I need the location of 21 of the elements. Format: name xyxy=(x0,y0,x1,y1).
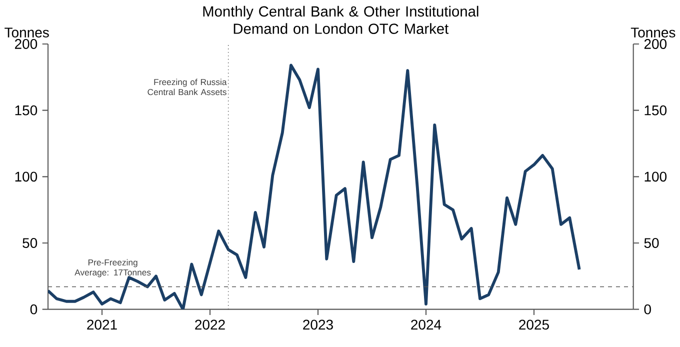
x-tick-label: 2022 xyxy=(195,320,225,330)
y2-tick-label: 100 xyxy=(644,172,667,182)
chart-title: Monthly Central Bank & Other Institutional Demand on London OTC Market xyxy=(203,6,478,34)
y-tick-label: 50 xyxy=(22,238,38,248)
x-tick-label: 2021 xyxy=(87,320,117,330)
y-axis-title: Tonnes xyxy=(4,28,49,38)
line-series xyxy=(48,64,581,310)
y-tick-label: 0 xyxy=(30,304,38,314)
y2-tick-label: 150 xyxy=(644,106,667,116)
x-tick-label: 2024 xyxy=(411,320,442,330)
y2-tick-label: 200 xyxy=(644,39,667,50)
y-tick-label: 100 xyxy=(15,172,38,182)
y2-axis-title: Tonnes xyxy=(630,28,676,38)
x-tick-label: 2025 xyxy=(519,320,549,330)
ref-line-label: Pre-Freezing Average: 17Tonnes xyxy=(74,259,151,278)
ref-line-label: Freezing of Russia Central Bank Assets xyxy=(148,78,227,96)
y-tick-label: 150 xyxy=(15,106,38,116)
y-tick-label: 200 xyxy=(14,39,38,50)
x-tick-label: 2023 xyxy=(303,320,333,330)
y2-tick-label: 0 xyxy=(644,304,651,314)
y2-tick-label: 50 xyxy=(644,238,659,248)
